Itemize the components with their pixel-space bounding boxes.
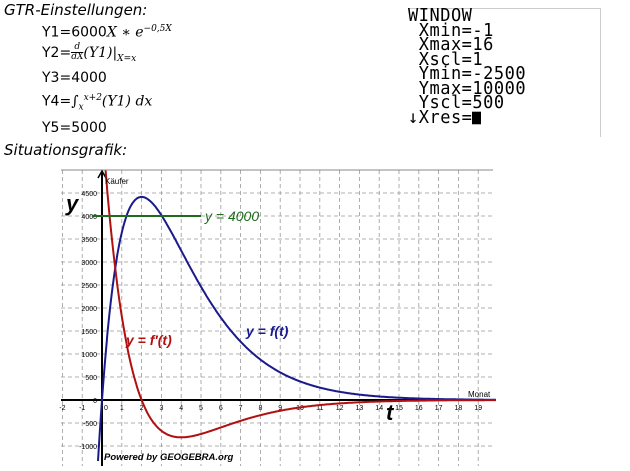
situation-heading: Situationsgrafik: [4,141,128,159]
svg-text:6: 6 [219,405,223,412]
label-f: y = f(t) [245,323,289,339]
svg-text:4000: 4000 [81,214,97,221]
label-f-prime: y = f′(t) [125,332,172,348]
window-title: WINDOW [408,5,473,27]
equation-y3: Y3=4000 [42,70,107,87]
equation-y1: Y1=6000X ∗ e−0,5X [42,24,172,41]
svg-text:15: 15 [395,405,403,412]
svg-text:2: 2 [140,405,144,412]
label-y-4000: y = 4000 [204,208,259,224]
block-cursor [472,111,482,124]
svg-text:2500: 2500 [81,283,97,290]
geogebra-credit: Powered by GEOGEBRA.org [104,452,234,463]
window-xmin: Xmin=-1 [408,19,494,41]
svg-text:16: 16 [415,405,423,412]
calculator-window-screen: WINDOW Xmin=-1 Xmax=16 Xscl=1 Ymin=-2500… [408,5,601,137]
svg-text:5: 5 [199,405,203,412]
integral-sign: ∫ [71,94,79,111]
x-axis-label: t [386,400,395,425]
y-unit-label: Käufer [105,177,129,186]
svg-text:-1000: -1000 [79,444,97,451]
gtr-settings-heading: GTR-Einstellungen: [4,1,148,19]
svg-text:17: 17 [435,405,443,412]
svg-text:3000: 3000 [81,260,97,267]
svg-text:3500: 3500 [81,237,97,244]
svg-text:7: 7 [239,405,243,412]
window-xscl: Xscl=1 [408,48,484,70]
svg-text:4500: 4500 [81,191,97,198]
svg-text:9: 9 [278,405,282,412]
svg-text:2000: 2000 [81,306,97,313]
window-ymin: Ymin=-2500 [408,63,527,85]
window-yscl: Yscl=500 [408,92,505,114]
window-xmax: Xmax=16 [408,34,494,56]
x-unit-label: Monat [468,390,491,399]
svg-text:1: 1 [120,405,124,412]
svg-text:1500: 1500 [81,329,97,336]
svg-text:-500: -500 [83,421,97,428]
svg-text:18: 18 [455,405,463,412]
equation-y2: Y2= d dX (Y1)|X=x [42,42,137,64]
curve-f [97,195,496,462]
axis-tick-labels: -2 -1 0 1 2 3 4 5 6 7 8 9 10 11 12 13 14 15 16 17 18 19-1000-… [59,191,482,451]
svg-text:4: 4 [179,405,183,412]
svg-text:1000: 1000 [81,352,97,359]
equation-y5: Y5=5000 [42,119,107,136]
gtr-equations: Y1=6000X ∗ e−0,5X Y2= d dX (Y1)|X=x Y3=4000… [42,19,172,138]
svg-text:19: 19 [474,405,482,412]
svg-text:3: 3 [159,405,163,412]
equation-y4: Y4=∫xx+2(Y1) dx [42,93,153,113]
svg-text:10: 10 [296,405,304,412]
svg-text:12: 12 [336,405,344,412]
svg-text:11: 11 [316,405,323,412]
chart-grid [61,170,493,466]
window-ymax: Ymax=10000 [408,77,527,99]
window-xres: ↓Xres= [408,109,600,126]
svg-text:14: 14 [375,405,383,412]
svg-text:0: 0 [104,405,108,412]
y-axis-label: y [65,191,80,216]
svg-text:500: 500 [85,375,97,382]
svg-text:0: 0 [93,398,97,405]
svg-text:8: 8 [258,405,262,412]
svg-text:-2: -2 [59,405,65,412]
derivative-fraction: d dX [71,42,84,63]
curve-f-prime [104,170,496,439]
svg-text:13: 13 [356,405,364,412]
svg-text:-1: -1 [79,405,85,412]
